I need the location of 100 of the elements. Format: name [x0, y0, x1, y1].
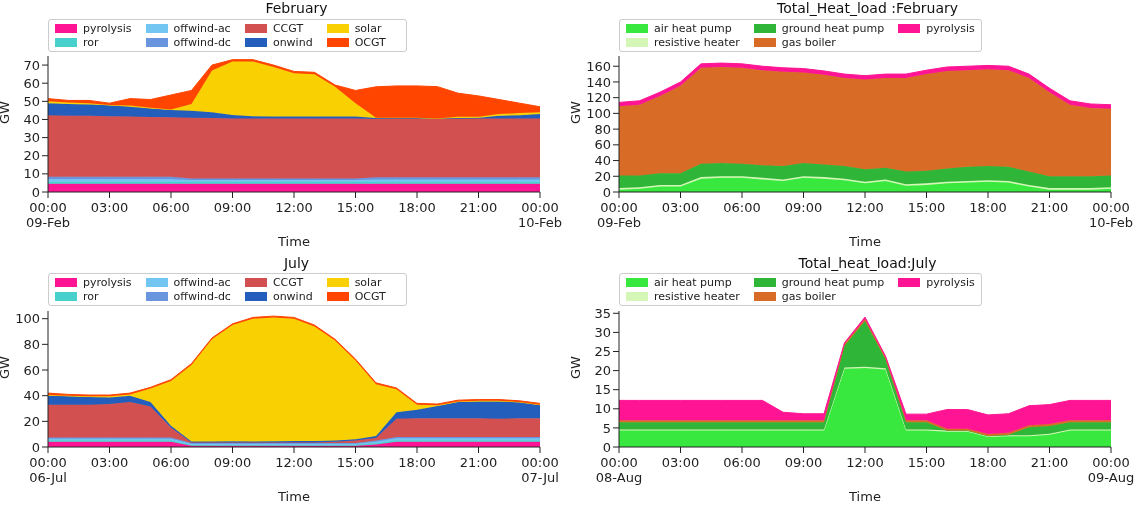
x-tick-label: 00:00 09-Feb — [25, 200, 71, 230]
y-tick-label: 25 — [594, 343, 611, 359]
y-tick-label: 80 — [594, 121, 611, 137]
chart-title: Total_Heat_load :February — [776, 0, 959, 18]
x-tick-label: 12:00 — [846, 454, 884, 470]
x-tick-label: 12:00 — [275, 454, 313, 470]
y-tick-label: 5 — [602, 420, 611, 436]
x-tick-label: 18:00 — [969, 454, 1007, 470]
legend-label: pyrolysis — [926, 21, 975, 35]
x-axis-title: Time — [277, 234, 310, 249]
x-axis-title: Time — [277, 488, 310, 504]
x-tick-label: 03:00 — [90, 454, 129, 470]
chart-title: Total_heat_load:July — [797, 254, 938, 273]
x-tick-label: 21:00 — [1030, 200, 1069, 215]
y-tick-label: 15 — [594, 381, 611, 397]
x-tick-label: 21:00 — [459, 200, 498, 215]
y-tick-label: 20 — [23, 148, 40, 164]
legend-label: resistive heater — [654, 35, 740, 49]
x-tick-label: 18:00 — [398, 454, 436, 470]
x-tick-label: 15:00 — [336, 200, 375, 215]
x-tick-label: 12:00 — [275, 200, 313, 215]
legend-label: pyrolysis — [83, 21, 132, 35]
y-tick-label: 50 — [23, 93, 40, 109]
y-tick-label: 60 — [23, 362, 40, 378]
y-tick-label: 20 — [594, 362, 611, 378]
legend-label: ground heat pump — [781, 276, 885, 289]
x-tick-label: 18:00 — [398, 200, 436, 215]
chart-title: July — [282, 254, 311, 273]
x-tick-label: 06:00 — [723, 200, 761, 215]
y-tick-label: 160 — [586, 58, 611, 74]
y-tick-label: 40 — [23, 387, 40, 403]
legend-label: pyrolysis — [926, 276, 975, 289]
x-tick-label: 09:00 — [213, 454, 252, 470]
legend-label: ror — [83, 35, 99, 49]
x-tick-label: 03:00 — [661, 200, 700, 215]
y-tick-label: 0 — [31, 184, 40, 200]
legend-label: offwind-dc — [173, 290, 231, 303]
y-tick-label: 30 — [23, 130, 40, 146]
legend-label: offwind-dc — [173, 35, 231, 49]
legend-label: gas boiler — [781, 35, 836, 49]
y-tick-label: 100 — [586, 106, 611, 121]
x-tick-label: 09:00 — [784, 454, 823, 470]
x-tick-label: 00:00 07-Jul — [521, 454, 559, 485]
y-tick-label: 60 — [23, 75, 40, 91]
legend-label: resistive heater — [654, 290, 740, 303]
x-tick-label: 09:00 — [213, 200, 252, 215]
x-tick-label: 21:00 — [1030, 454, 1069, 470]
legend-label: ror — [83, 290, 99, 303]
x-tick-label: 09:00 — [784, 200, 823, 215]
x-tick-label: 15:00 — [907, 454, 946, 470]
y-tick-label: 80 — [23, 336, 40, 352]
y-tick-label: 40 — [594, 153, 611, 169]
chart-title: February — [264, 0, 329, 18]
legend-label: onwind — [272, 290, 313, 303]
x-tick-label: 00:00 09-Aug — [1087, 454, 1135, 485]
legend-label: solar — [354, 21, 382, 35]
y-tick-label: 0 — [602, 184, 611, 200]
x-tick-label: 15:00 — [336, 454, 375, 470]
x-tick-label: 00:00 10-Feb — [517, 200, 563, 230]
y-tick-label: 10 — [594, 400, 611, 416]
legend-label: CCGT — [272, 276, 304, 289]
x-tick-label: 03:00 — [90, 200, 129, 215]
legend-label: offwind-ac — [173, 21, 231, 35]
y-tick-label: 30 — [594, 324, 611, 340]
x-tick-label: 18:00 — [969, 200, 1007, 215]
x-tick-label: 03:00 — [661, 454, 700, 470]
legend-label: air heat pump — [654, 21, 732, 35]
x-tick-label: 06:00 — [152, 200, 190, 215]
y-tick-label: 70 — [23, 57, 40, 73]
legend-label: air heat pump — [654, 276, 732, 289]
legend-label: OCGT — [354, 290, 386, 303]
y-tick-label: 20 — [594, 168, 611, 184]
y-tick-label: 20 — [23, 413, 40, 429]
x-tick-label: 06:00 — [152, 454, 190, 470]
legend-label: offwind-ac — [173, 276, 231, 289]
legend-label: gas boiler — [781, 290, 836, 303]
x-tick-label: 00:00 08-Aug — [595, 454, 643, 485]
x-tick-label: 21:00 — [459, 454, 498, 470]
legend-label: OCGT — [354, 35, 386, 49]
y-tick-label: 100 — [15, 310, 40, 326]
legend-label: onwind — [272, 35, 313, 49]
y-tick-label: 10 — [23, 166, 40, 182]
y-tick-label: 120 — [586, 90, 611, 106]
x-tick-label: 15:00 — [907, 200, 946, 215]
x-tick-label: 06:00 — [723, 454, 761, 470]
x-tick-label: 00:00 10-Feb — [1088, 200, 1134, 230]
y-tick-label: 0 — [31, 439, 40, 455]
y-tick-label: 40 — [23, 112, 40, 128]
x-tick-label: 00:00 09-Feb — [596, 200, 642, 230]
y-tick-label: 35 — [594, 305, 611, 321]
y-tick-label: 140 — [586, 74, 611, 90]
y-tick-label: 0 — [602, 439, 611, 455]
x-axis-title: Time — [848, 234, 881, 249]
x-tick-label: 00:00 06-Jul — [29, 454, 67, 485]
legend-label: solar — [354, 276, 382, 289]
legend-label: pyrolysis — [83, 276, 132, 289]
legend-label: ground heat pump — [781, 21, 885, 35]
x-tick-label: 12:00 — [846, 200, 884, 215]
y-tick-label: 60 — [594, 137, 611, 153]
x-axis-title: Time — [848, 488, 881, 504]
